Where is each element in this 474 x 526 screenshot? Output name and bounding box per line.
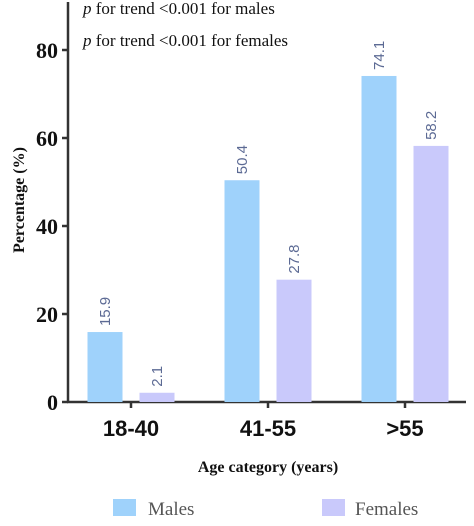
y-tick-label: 60 <box>36 126 58 151</box>
y-tick-label: 40 <box>36 214 58 239</box>
data-label: 50.4 <box>234 145 251 174</box>
y-tick-label: 20 <box>36 302 58 327</box>
legend-label-males: Males <box>148 499 194 520</box>
bar-males-0 <box>87 332 123 402</box>
bar-females-0 <box>139 392 175 402</box>
y-tick-label: 0 <box>47 390 58 415</box>
y-tick-label: 80 <box>36 38 58 63</box>
data-label: 74.1 <box>371 41 388 70</box>
x-axis-title: Age category (years) <box>198 459 338 476</box>
bar-males-2 <box>361 75 397 403</box>
bar-females-2 <box>413 145 449 403</box>
axes: 0 20 40 60 80 18-40 41-55 >55 <box>36 2 466 441</box>
legend-swatch-males <box>113 499 136 516</box>
bar-males-1 <box>224 180 260 402</box>
x-tick-label: 41-55 <box>240 416 296 441</box>
bar-females-1 <box>276 279 312 402</box>
data-label: 27.8 <box>286 244 303 273</box>
data-label: 15.9 <box>97 297 114 326</box>
x-tick-label: 18-40 <box>103 416 159 441</box>
legend-label-females: Females <box>355 499 418 520</box>
legend: Males Females <box>113 499 418 520</box>
trend-annotation-males: p for trend <0.001 for males <box>82 0 275 18</box>
x-tick-label: >55 <box>386 416 423 441</box>
y-axis-title: Percentage (%) <box>11 147 28 253</box>
trend-annotation-females: p for trend <0.001 for females <box>82 31 288 50</box>
data-labels: 15.9 50.4 74.1 2.1 27.8 58.2 <box>97 41 440 387</box>
bars <box>87 75 449 403</box>
legend-swatch-females <box>322 499 345 516</box>
data-label: 58.2 <box>423 111 440 140</box>
data-label: 2.1 <box>149 366 166 387</box>
